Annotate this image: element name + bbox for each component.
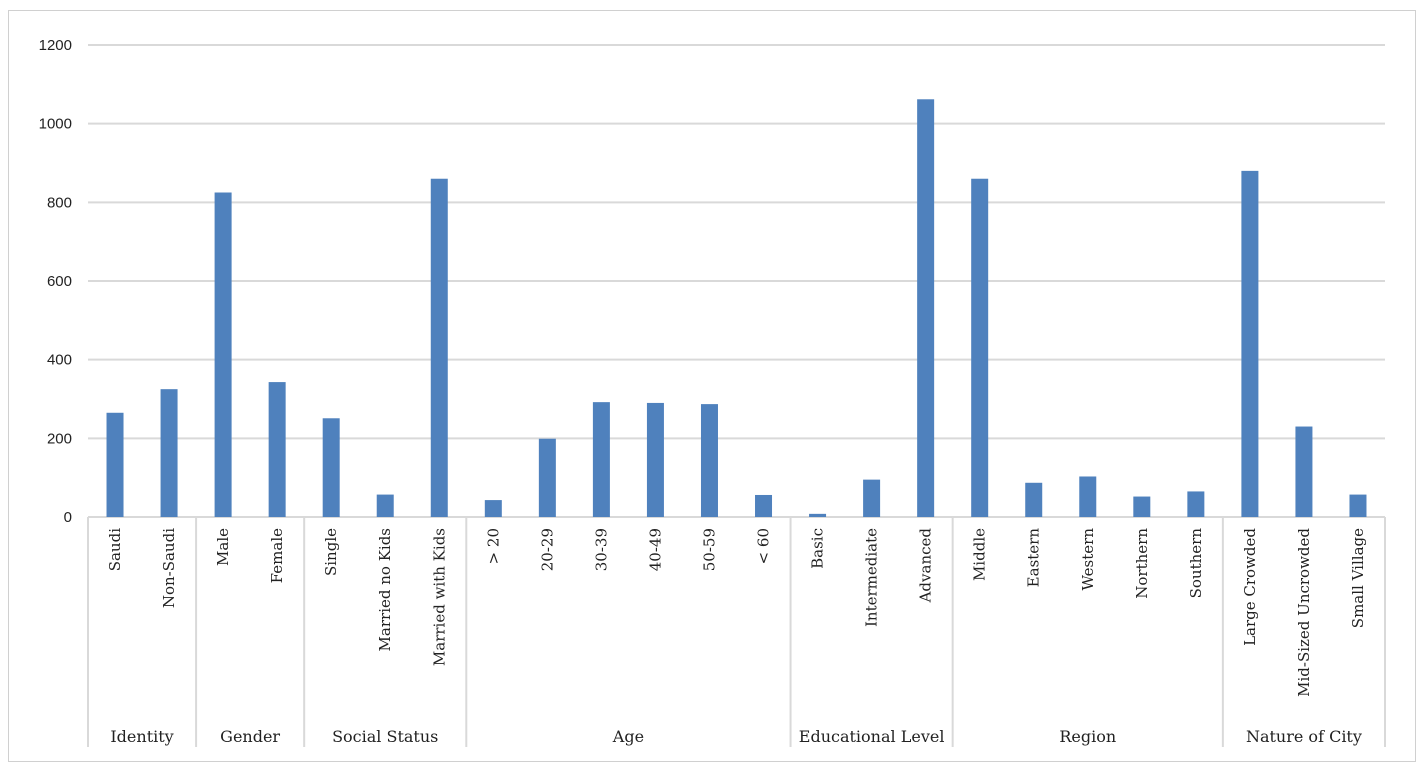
category-label: Single — [322, 528, 340, 576]
bar — [809, 513, 827, 517]
bar — [1241, 170, 1259, 517]
category-label: Basic — [809, 528, 827, 569]
category-label: Eastern — [1025, 528, 1043, 588]
category-label: Northern — [1133, 528, 1151, 599]
bar — [322, 418, 340, 517]
group-label: Social Status — [332, 727, 438, 746]
bar — [160, 389, 178, 517]
category-label: 30-39 — [592, 528, 610, 571]
category-label: Small Village — [1349, 528, 1367, 628]
bar — [755, 494, 773, 517]
bar — [1295, 426, 1313, 517]
bar — [214, 192, 232, 517]
category-label: > 20 — [484, 528, 502, 564]
category-label: Southern — [1187, 528, 1205, 599]
category-label: Male — [214, 528, 232, 566]
category-label: < 60 — [755, 528, 773, 564]
group-label: Identity — [110, 727, 173, 746]
bar — [1079, 476, 1097, 517]
category-label: 20-29 — [538, 528, 556, 571]
category-label: Western — [1079, 528, 1097, 591]
category-label: Non-Saudi — [160, 528, 178, 608]
category-labels: Saudi Non-Saudi Male Female Single Married no… — [106, 528, 1367, 697]
gridlines — [87, 44, 1386, 747]
bar — [538, 438, 556, 517]
bars — [106, 99, 1367, 517]
y-tick-label: 400 — [47, 352, 72, 369]
category-label: Advanced — [917, 528, 935, 604]
group-label: Region — [1059, 727, 1116, 746]
y-tick-label: 800 — [47, 194, 72, 211]
chart-frame — [8, 10, 1416, 762]
category-label: Middle — [971, 528, 989, 581]
category-label: Large Crowded — [1241, 528, 1259, 646]
bar — [700, 404, 718, 517]
group-label: Nature of City — [1246, 727, 1362, 746]
y-tick-label: 1000 — [39, 116, 72, 133]
bar — [376, 494, 394, 517]
bar — [917, 99, 935, 517]
bar — [646, 402, 664, 517]
bar — [1025, 482, 1043, 517]
bar — [863, 479, 881, 517]
category-label: 40-49 — [646, 528, 664, 571]
group-label: Educational Level — [799, 727, 945, 746]
category-label: Married with Kids — [430, 528, 448, 666]
y-axis-ticks: 0 200 400 600 800 1000 1200 — [39, 37, 72, 526]
category-label: Saudi — [106, 528, 124, 571]
y-tick-label: 1200 — [39, 37, 72, 54]
bar — [268, 382, 286, 517]
category-label: Intermediate — [863, 528, 881, 627]
category-label: 50-59 — [700, 528, 718, 571]
y-tick-label: 600 — [47, 273, 72, 290]
y-tick-label: 0 — [64, 509, 72, 526]
group-label: Age — [612, 727, 644, 746]
category-label: Female — [268, 528, 286, 583]
bar — [971, 178, 989, 517]
bar — [1349, 494, 1367, 517]
category-label: Married no Kids — [376, 528, 394, 651]
bar — [1187, 491, 1205, 517]
bar — [430, 178, 448, 517]
category-label: Mid-Sized Uncrowded — [1295, 528, 1313, 697]
bar — [484, 500, 502, 517]
group-labels: Identity Gender Social Status Age Educationa… — [110, 727, 1362, 746]
bar — [1133, 496, 1151, 517]
group-label: Gender — [220, 727, 280, 746]
y-tick-label: 200 — [47, 430, 72, 447]
bar — [592, 402, 610, 517]
bar — [106, 412, 124, 517]
